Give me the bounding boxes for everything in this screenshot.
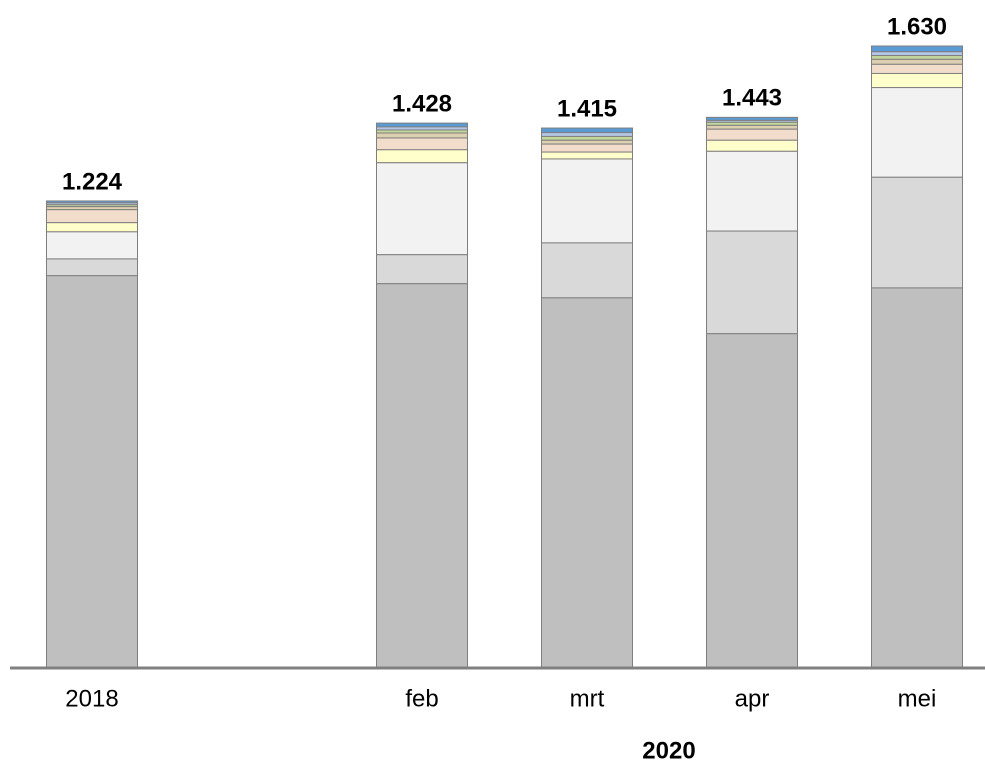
bar-segment <box>871 58 963 65</box>
bar-segment <box>376 132 468 139</box>
total-label: 1.224 <box>62 168 123 195</box>
bar-segment <box>871 72 963 89</box>
bar-segment <box>541 151 633 160</box>
bar-segment <box>541 242 633 299</box>
bar-segment <box>871 87 963 178</box>
bar-segment <box>541 127 633 134</box>
x-tick-label: mei <box>898 685 937 712</box>
x-tick-label: feb <box>405 685 438 712</box>
total-label: 1.443 <box>722 85 782 112</box>
total-label: 1.428 <box>392 90 452 117</box>
bar-segment <box>871 176 963 289</box>
bar-segment <box>706 230 798 335</box>
bar-segment <box>706 124 798 130</box>
bar-segment <box>706 128 798 141</box>
total-label: 1.630 <box>887 13 947 40</box>
bar-segment <box>541 139 633 145</box>
bar-segment <box>46 258 138 277</box>
bar-segment <box>871 45 963 53</box>
bar-segment <box>706 139 798 152</box>
group-label: 2020 <box>642 737 695 764</box>
bar-segment <box>871 51 963 57</box>
bar-segment <box>871 55 963 60</box>
x-tick-label: mrt <box>570 685 605 712</box>
bar-segment <box>46 275 138 669</box>
x-tick-label: 2018 <box>65 685 118 712</box>
bar-segment <box>871 287 963 669</box>
bar-segment <box>46 222 138 233</box>
bar-segment <box>376 149 468 164</box>
total-label: 1.415 <box>557 95 617 122</box>
bar-segment <box>376 137 468 151</box>
bar-segment <box>46 209 138 224</box>
x-tick-label: apr <box>735 685 770 712</box>
bar-segment <box>376 162 468 256</box>
bar-segment <box>541 143 633 153</box>
bar-segment <box>541 158 633 244</box>
bar-segment <box>376 283 468 669</box>
bar-segment <box>706 333 798 669</box>
bar-segment <box>46 231 138 260</box>
bar-segment <box>376 122 468 128</box>
bar-segment <box>541 297 633 669</box>
bar-segment <box>376 254 468 285</box>
bar-segment <box>541 132 633 137</box>
bar-segment <box>541 135 633 141</box>
bar-segment <box>871 63 963 74</box>
bar-segment <box>706 150 798 232</box>
